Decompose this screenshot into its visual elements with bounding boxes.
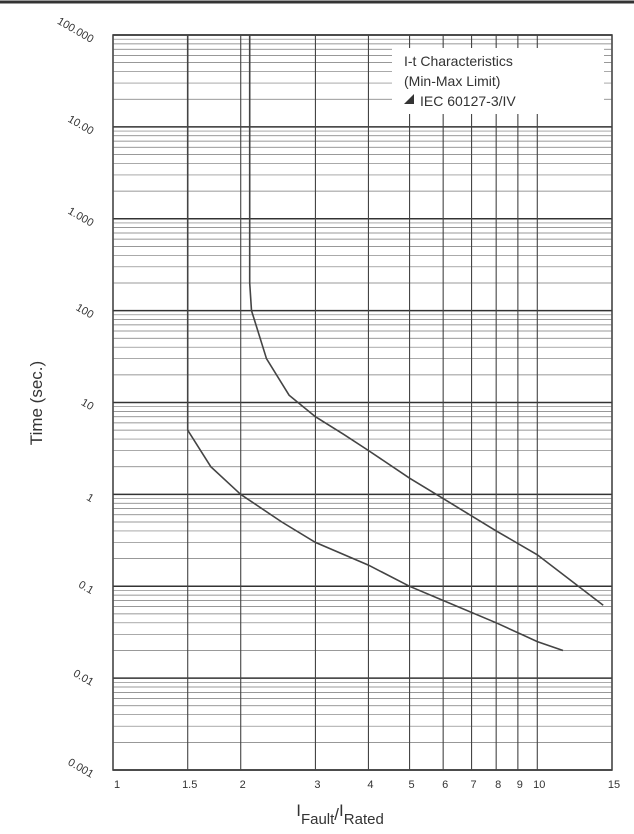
curve bbox=[248, 35, 604, 606]
x-tick-label: 15 bbox=[608, 779, 620, 791]
x-tick-label: 5 bbox=[409, 779, 415, 791]
plot-area bbox=[112, 34, 613, 771]
x-label-part: I bbox=[339, 801, 344, 820]
x-label-part: Rated bbox=[344, 811, 384, 828]
y-axis-label: Time (sec.) bbox=[27, 361, 46, 445]
title-line: (Min-Max Limit) bbox=[404, 73, 500, 89]
y-tick-label: 10 bbox=[79, 397, 96, 414]
x-tick-label: 9 bbox=[517, 779, 523, 791]
title-line: IEC 60127-3/IV bbox=[420, 93, 516, 109]
x-tick-label: 1 bbox=[114, 779, 120, 791]
x-tick-label: 8 bbox=[495, 779, 501, 791]
curve bbox=[186, 35, 564, 652]
y-tick-label: 1 bbox=[84, 492, 95, 505]
x-tick-label: 10 bbox=[533, 779, 545, 791]
x-tick-label: 2 bbox=[240, 779, 246, 791]
legend-box bbox=[392, 48, 604, 114]
x-axis-label: IFault/IRated bbox=[296, 801, 384, 828]
x-label-part: / bbox=[334, 805, 339, 824]
x-tick-label: 7 bbox=[471, 779, 477, 791]
x-tick-label: 6 bbox=[442, 779, 448, 791]
x-tick-label: 3 bbox=[314, 779, 320, 791]
title-line: I-t Characteristics bbox=[404, 53, 513, 69]
x-tick-label: 4 bbox=[367, 779, 373, 791]
x-label-part: Fault bbox=[301, 811, 335, 828]
x-tick-label: 1.5 bbox=[182, 779, 197, 791]
legend-icon bbox=[404, 94, 414, 104]
x-label-part: I bbox=[296, 801, 301, 820]
